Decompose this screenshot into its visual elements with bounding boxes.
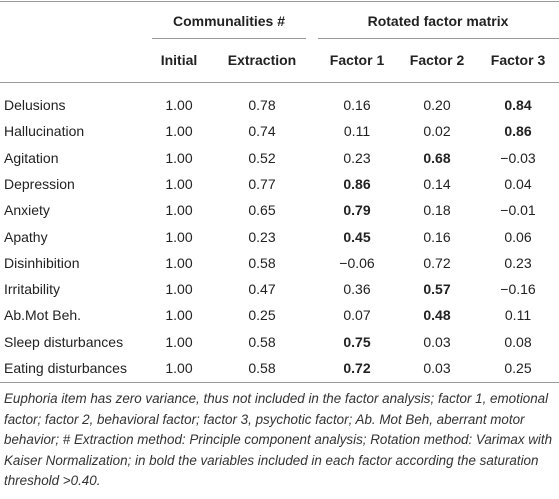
cell-value: 0.23 <box>504 254 532 271</box>
cell-value: 0.86 <box>504 123 532 140</box>
cell-value: 1.00 <box>165 175 193 192</box>
cell-value: 0.45 <box>343 228 371 245</box>
cell-value: 0.79 <box>343 202 371 219</box>
row-label: Anxiety <box>4 202 50 219</box>
cell-value: 0.75 <box>343 333 371 350</box>
cell-value: 1.00 <box>165 228 193 245</box>
cell-value: 0.84 <box>504 97 532 113</box>
header-rule <box>0 82 559 83</box>
cell-value: 0.77 <box>248 175 276 192</box>
cell-value: 0.11 <box>343 123 371 140</box>
group-rule <box>318 38 559 39</box>
cell-value: 0.72 <box>423 254 451 271</box>
column-header: Factor 2 <box>409 52 465 68</box>
row-label: Delusions <box>4 97 66 113</box>
cell-value: 0.72 <box>343 360 371 376</box>
column-header: Extraction <box>227 52 297 68</box>
cell-value: 0.23 <box>343 149 371 166</box>
group-header: Communalities # <box>172 13 286 29</box>
cell-value: 0.16 <box>343 97 371 113</box>
cell-value: 0.16 <box>423 228 451 245</box>
cell-value: 0.14 <box>423 175 451 192</box>
cell-value: 0.11 <box>504 307 532 324</box>
cell-value: 0.03 <box>423 333 451 350</box>
cell-value: 1.00 <box>165 360 193 376</box>
cell-value: −0.01 <box>500 202 536 219</box>
cell-value: 0.07 <box>343 307 371 324</box>
cell-value: 0.03 <box>423 360 451 376</box>
cell-value: 0.86 <box>343 175 371 192</box>
cell-value: 0.25 <box>248 307 276 324</box>
column-header: Factor 3 <box>490 52 546 68</box>
cell-value: 0.04 <box>504 175 532 192</box>
cell-value: 1.00 <box>165 307 193 324</box>
row-label: Ab.Mot Beh. <box>4 307 82 324</box>
cell-value: 0.58 <box>248 333 276 350</box>
cell-value: 0.48 <box>423 307 451 324</box>
cell-value: 1.00 <box>165 333 193 350</box>
cell-value: 0.06 <box>504 228 532 245</box>
row-label: Irritability <box>4 281 61 298</box>
cell-value: 0.58 <box>248 254 276 271</box>
top-rule <box>0 1 559 2</box>
cell-value: 1.00 <box>165 281 193 298</box>
table-note: Euphoria item has zero variance, thus no… <box>4 391 553 488</box>
cell-value: 1.00 <box>165 149 193 166</box>
cell-value: 0.23 <box>248 228 276 245</box>
row-label: Disinhibition <box>4 254 80 271</box>
cell-value: 0.58 <box>248 360 276 376</box>
bottom-rule <box>0 382 559 383</box>
cell-value: 0.36 <box>343 281 371 298</box>
cell-value: 0.47 <box>248 281 276 298</box>
column-header: Initial <box>160 52 198 68</box>
cell-value: 0.08 <box>504 333 532 350</box>
cell-value: 0.52 <box>248 149 276 166</box>
cell-value: 0.74 <box>248 123 276 140</box>
cell-value: 0.25 <box>504 360 532 376</box>
cell-value: 0.68 <box>423 149 451 166</box>
row-label: Agitation <box>4 149 59 166</box>
group-header: Rotated factor matrix <box>367 13 509 29</box>
cell-value: 0.78 <box>248 97 276 113</box>
group-rule <box>152 38 306 39</box>
row-label: Hallucination <box>4 123 85 140</box>
cell-value: −0.06 <box>339 254 375 271</box>
cell-value: 1.00 <box>165 202 193 219</box>
cell-value: 0.65 <box>248 202 276 219</box>
row-label: Depression <box>4 175 75 192</box>
cell-value: 0.02 <box>423 123 451 140</box>
row-label: Eating disturbances <box>4 360 127 376</box>
column-header: Factor 1 <box>329 52 385 68</box>
cell-value: 0.18 <box>423 202 451 219</box>
cell-value: 0.57 <box>423 281 451 298</box>
row-label: Apathy <box>4 228 48 245</box>
cell-value: −0.03 <box>500 149 536 166</box>
cell-value: −0.16 <box>500 281 536 298</box>
cell-value: 1.00 <box>165 123 193 140</box>
row-label: Sleep disturbances <box>4 333 124 350</box>
cell-value: 1.00 <box>165 97 193 113</box>
cell-value: 0.20 <box>423 97 451 113</box>
cell-value: 1.00 <box>165 254 193 271</box>
